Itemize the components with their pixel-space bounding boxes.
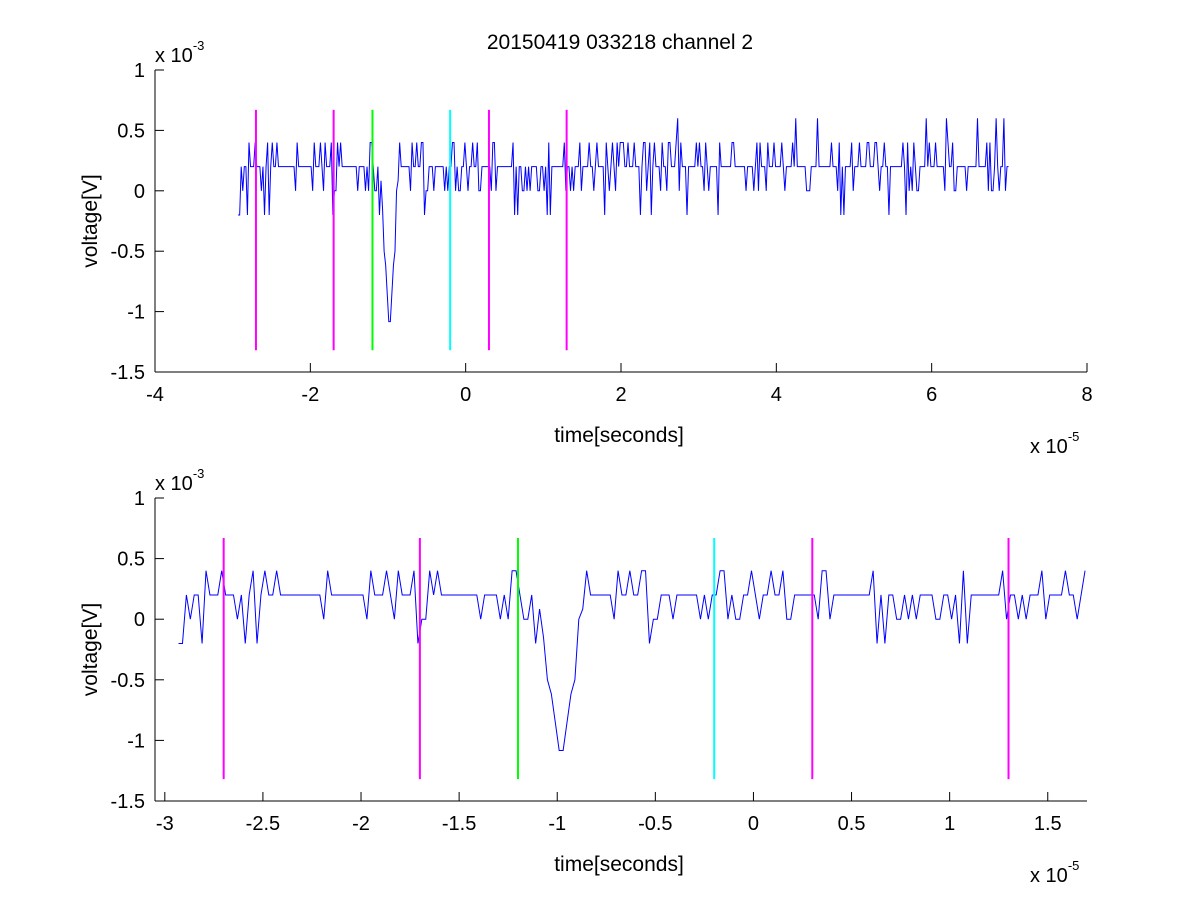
y-exponent-base: x 10: [155, 45, 193, 67]
x-tick-label: -3: [156, 813, 174, 835]
y-exponent-label: x 10-3: [155, 38, 204, 67]
y-tick-label: -0.5: [111, 670, 145, 692]
bottom-plot: 1 0.5 0 -0.5 -1 -1.5 -3 -2.5 -2 -1.5 -1 -0.5 0 0.5 1 1.…: [79, 466, 1087, 887]
x-exponent-label: x 10-5: [1030, 429, 1079, 458]
x-exponent-power: -5: [1068, 858, 1080, 873]
y-exponent-base: x 10: [155, 473, 193, 495]
y-tick-label: 0.5: [117, 549, 145, 571]
x-tick-label: 8: [1081, 384, 1092, 406]
signal-trace: [238, 118, 1009, 323]
x-axis-label: time[seconds]: [554, 424, 684, 447]
y-exponent-power: -3: [193, 466, 205, 481]
x-tick-label: 0: [460, 384, 471, 406]
x-tick-label: -2: [352, 813, 370, 835]
x-tick-label: -2: [301, 384, 319, 406]
x-axis-label: time[seconds]: [554, 853, 684, 876]
y-tick-label: -0.5: [111, 241, 145, 263]
y-axis-label: voltage[V]: [79, 174, 102, 267]
signal-trace: [178, 570, 1086, 751]
x-exponent-label: x 10-5: [1030, 858, 1079, 887]
x-tick-label: 0.5: [838, 813, 866, 835]
x-exponent-base: x 10: [1030, 865, 1068, 887]
x-tick-label: -2.5: [246, 813, 280, 835]
x-tick-label: 0: [748, 813, 759, 835]
y-tick-label: 0.5: [117, 120, 145, 142]
y-tick-label: -1: [127, 302, 145, 324]
x-tick-label: 4: [771, 384, 782, 406]
x-tick-label: 2: [615, 384, 626, 406]
x-exponent-base: x 10: [1030, 436, 1068, 458]
y-exponent-power: -3: [193, 38, 205, 53]
x-tick-label: -1.5: [442, 813, 476, 835]
x-tick-label: -1: [548, 813, 566, 835]
figure-title: 20150419 033218 channel 2: [487, 31, 753, 54]
x-tick-label: 1: [944, 813, 955, 835]
x-exponent-power: -5: [1068, 429, 1080, 444]
x-tick-label: 6: [926, 384, 937, 406]
y-exponent-label: x 10-3: [155, 466, 204, 495]
x-tick-label: -0.5: [638, 813, 672, 835]
x-tick-label: 1.5: [1034, 813, 1062, 835]
y-tick-label: 0: [134, 181, 145, 203]
y-tick-label: -1.5: [111, 791, 145, 813]
y-axis-label: voltage[V]: [79, 603, 102, 696]
x-tick-label: -4: [146, 384, 164, 406]
top-plot: 1 0.5 0 -0.5 -1 -1.5-4 -2 0 2 4 6 8 time[seconds] vol…: [79, 38, 1093, 458]
y-tick-label: 0: [134, 609, 145, 631]
y-tick-label: 1: [134, 488, 145, 510]
y-tick-label: -1.5: [111, 362, 145, 384]
y-tick-label: -1: [127, 730, 145, 752]
y-tick-label: 1: [134, 60, 145, 82]
